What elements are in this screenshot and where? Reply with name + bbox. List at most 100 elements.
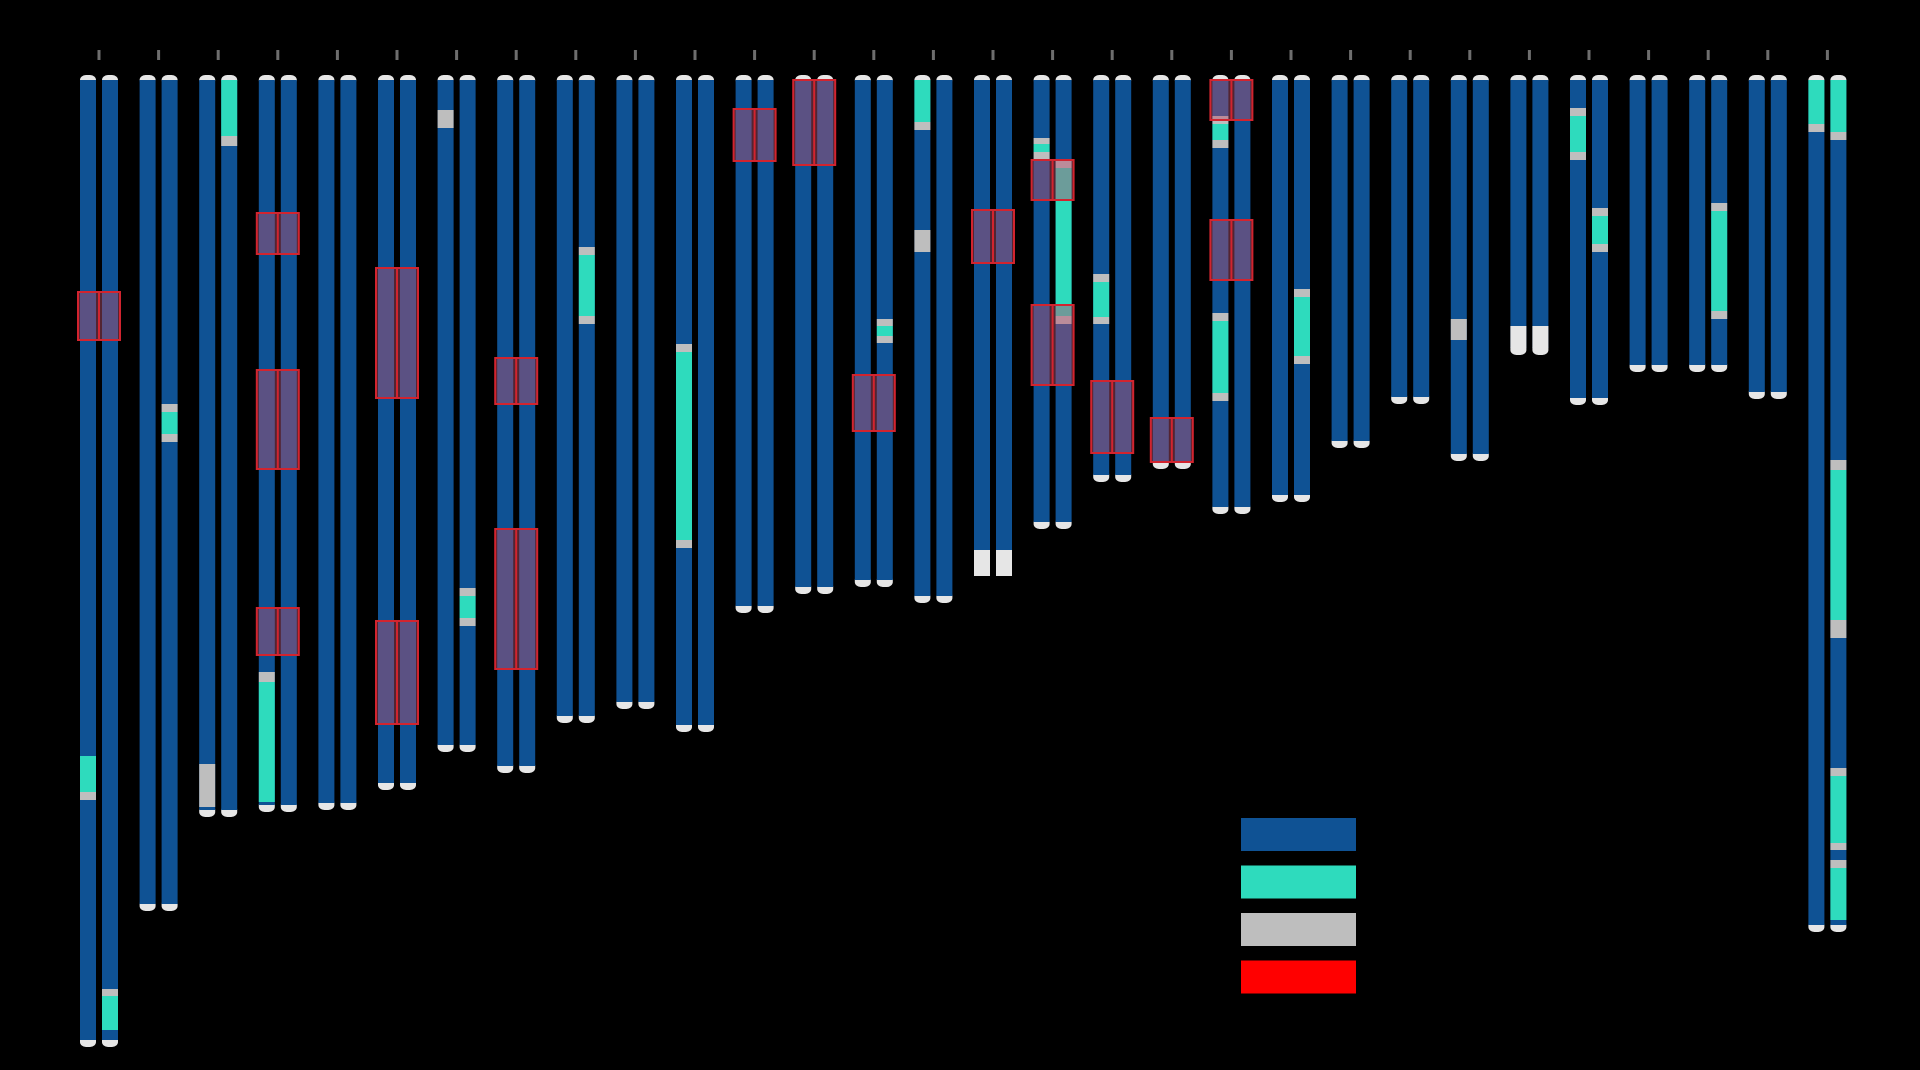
missing-segment (1570, 152, 1586, 160)
chromosome-body (1115, 80, 1132, 475)
pair-tick (693, 50, 697, 60)
legend (1241, 818, 1356, 994)
missing-segment (1450, 319, 1467, 340)
alt-segment (914, 80, 931, 122)
chromosome-body (139, 80, 156, 904)
chromosome-body (199, 80, 216, 810)
chromosome-body (1770, 80, 1787, 392)
chromosome-pair (792, 50, 837, 594)
chromosome-body (80, 80, 96, 1040)
pair-tick (455, 50, 459, 60)
chromosome-pair (616, 50, 655, 709)
legend-swatch (1241, 818, 1356, 851)
chromosome-body (1689, 80, 1706, 365)
chromosome-body (1234, 80, 1251, 507)
chromosome-body (914, 80, 931, 596)
alt-segment (1093, 282, 1110, 317)
chromosome-pair (1689, 50, 1728, 372)
chromosome-pair (318, 50, 357, 810)
chromosome-body (400, 80, 416, 783)
missing-segment (161, 434, 178, 442)
alt-segment (161, 412, 178, 434)
chromosome-body (1413, 80, 1430, 397)
missing-segment (676, 540, 692, 548)
alt-segment (1033, 144, 1050, 152)
missing-segment (578, 247, 595, 255)
missing-segment (1055, 316, 1072, 324)
cap-segment (1510, 326, 1527, 348)
missing-segment (1830, 768, 1847, 776)
pair-tick (1349, 50, 1353, 60)
alt-segment (1055, 168, 1072, 316)
chromosome-body (1532, 80, 1549, 348)
chromosome-pair (914, 50, 953, 603)
chromosome-body (616, 80, 633, 702)
alt-segment (1711, 211, 1728, 311)
missing-segment (1033, 138, 1050, 144)
cap-segment (974, 550, 990, 576)
missing-segment (876, 319, 893, 326)
pair-tick (1289, 50, 1293, 60)
chromosome-body (1651, 80, 1668, 365)
missing-segment (102, 989, 118, 996)
chromosome-pair (437, 50, 476, 752)
alt-segment (258, 682, 275, 802)
chromosome-pair (77, 50, 121, 1047)
missing-segment (80, 792, 96, 800)
pair-tick (157, 50, 161, 60)
missing-segment (1592, 208, 1608, 216)
alt-segment (1212, 321, 1229, 393)
pair-tick (991, 50, 995, 60)
missing-segment (1711, 311, 1728, 319)
chromosome-pair (1331, 50, 1370, 448)
alt-segment (221, 80, 238, 136)
pair-tick (514, 50, 518, 60)
cap-segment (1532, 326, 1549, 348)
pair-tick (335, 50, 339, 60)
chromosome-body (795, 80, 812, 587)
chromosome-pair (139, 50, 178, 911)
chromosome-body (1748, 80, 1765, 392)
chromosome-body (459, 80, 476, 745)
chromosome-body (161, 80, 178, 904)
missing-segment (876, 336, 893, 343)
pair-tick (574, 50, 578, 60)
pair-tick (1766, 50, 1770, 60)
pair-tick (1527, 50, 1531, 60)
pair-tick (1468, 50, 1472, 60)
missing-segment (1711, 203, 1728, 211)
chromosome-body (698, 80, 714, 725)
missing-segment (1055, 160, 1072, 168)
chromosome-body (1808, 80, 1825, 925)
legend-swatch (1241, 913, 1356, 946)
chromosome-pair (494, 50, 539, 773)
pair-tick (1229, 50, 1233, 60)
chromosome-body (1353, 80, 1370, 441)
missing-segment (1033, 152, 1050, 160)
chromosome-body (1629, 80, 1646, 365)
missing-segment (1830, 620, 1847, 638)
chromosome-body (1033, 80, 1050, 522)
pair-tick (1408, 50, 1412, 60)
missing-segment (1830, 843, 1847, 850)
chromosome-pair (1272, 50, 1310, 502)
chromosome-pair (1149, 50, 1194, 469)
chromosome-pairs (77, 50, 1847, 1047)
pair-tick (1587, 50, 1591, 60)
missing-segment (1830, 860, 1847, 868)
pair-tick (1706, 50, 1710, 60)
pair-tick (931, 50, 935, 60)
chromosome-body (757, 80, 774, 606)
chromosome-body (378, 80, 394, 783)
pair-tick (1051, 50, 1055, 60)
missing-segment (459, 588, 476, 596)
alt-segment (1830, 776, 1847, 843)
missing-segment (1592, 244, 1608, 252)
legend-swatch (1241, 960, 1356, 994)
chromosome-body (817, 80, 834, 587)
chromosome-pair (556, 50, 595, 723)
missing-segment (578, 316, 595, 324)
chromosome-pair (1450, 50, 1489, 461)
chromosome-pair (971, 50, 1015, 576)
